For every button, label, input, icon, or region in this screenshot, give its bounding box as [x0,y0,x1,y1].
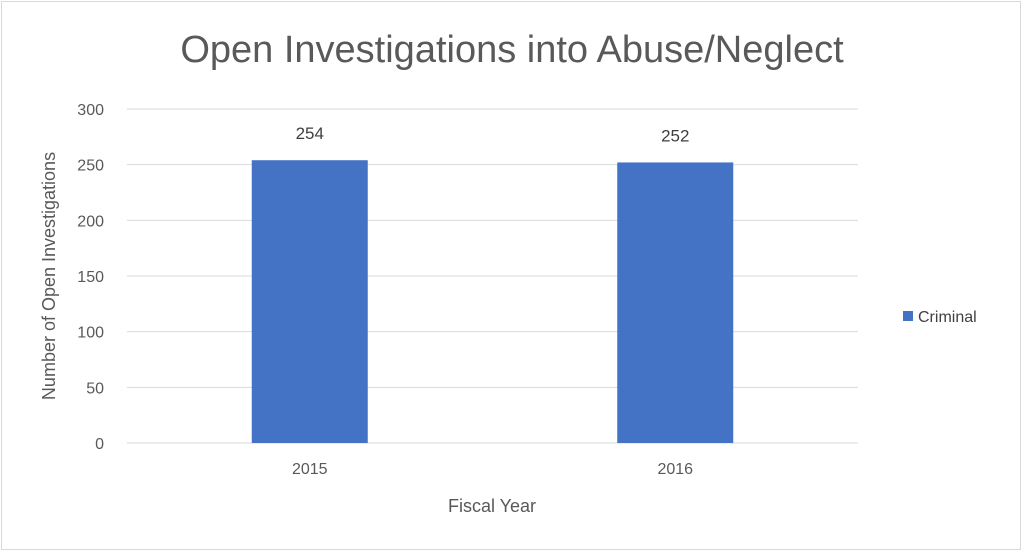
bars [251,160,734,444]
legend: Criminal [903,309,977,326]
y-axis-title: Number of Open Investigations [39,152,59,400]
bar-2015 [251,160,368,444]
y-tick-label: 250 [77,158,104,175]
data-labels: 254 252 [296,124,690,145]
x-tick-label-2016: 2016 [657,461,693,478]
data-label-2016: 252 [661,126,689,145]
y-tick-label: 50 [86,380,104,397]
x-axis-title: Fiscal Year [448,496,536,516]
y-tick-label: 200 [77,213,104,230]
legend-swatch [903,311,913,321]
y-axis-ticks: 0 50 100 150 200 250 300 [77,102,104,453]
bar-2016 [617,162,734,443]
chart-title: Open Investigations into Abuse/Neglect [180,29,844,71]
y-tick-label: 150 [77,269,104,286]
gridlines [127,108,858,444]
legend-label: Criminal [918,309,977,326]
y-tick-label: 0 [95,436,104,453]
y-tick-label: 300 [77,102,104,119]
x-tick-label-2015: 2015 [292,461,328,478]
y-tick-label: 100 [77,325,104,342]
x-axis-ticks: 2015 2016 [292,461,693,478]
data-label-2015: 254 [296,124,324,143]
